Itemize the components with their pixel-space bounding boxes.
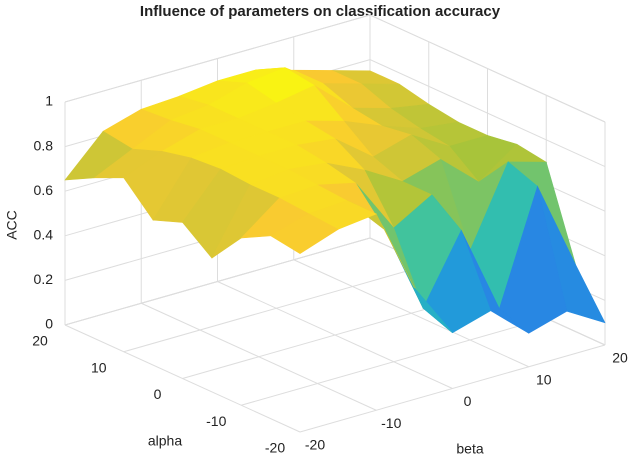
z-axis-label: ACC	[4, 210, 20, 240]
grid-line	[293, 259, 529, 368]
z-tick-label: 1	[45, 93, 53, 109]
x-axis-label: alpha	[148, 433, 182, 449]
y-tick-label: -20	[305, 437, 325, 453]
grid-line	[64, 237, 371, 326]
z-tick-label: 0.6	[34, 182, 54, 198]
z-tick-label: 0.8	[34, 137, 54, 153]
grid-line	[64, 324, 301, 433]
x-tick-label: 0	[154, 386, 162, 402]
x-tick-label: -20	[265, 440, 285, 456]
y-axis-label: beta	[456, 441, 483, 457]
grid-line	[141, 302, 377, 411]
grid-line	[369, 14, 606, 123]
x-tick-label: -10	[206, 413, 226, 429]
grid-line	[64, 14, 371, 103]
x-tick-label: 10	[91, 359, 107, 375]
y-tick-label: -10	[381, 415, 401, 431]
chart-title: Influence of parameters on classificatio…	[140, 3, 501, 20]
surface-cell	[270, 213, 339, 254]
y-tick-label: 20	[612, 350, 628, 366]
grid-line	[217, 281, 453, 389]
x-tick-label: 20	[32, 333, 48, 349]
y-tick-label: 10	[536, 371, 552, 387]
z-tick-label: 0	[45, 316, 53, 332]
z-tick-label: 0.2	[34, 271, 54, 287]
z-tick-label: 0.4	[34, 227, 54, 243]
y-tick-label: 0	[464, 393, 472, 409]
grid-line	[369, 59, 606, 168]
